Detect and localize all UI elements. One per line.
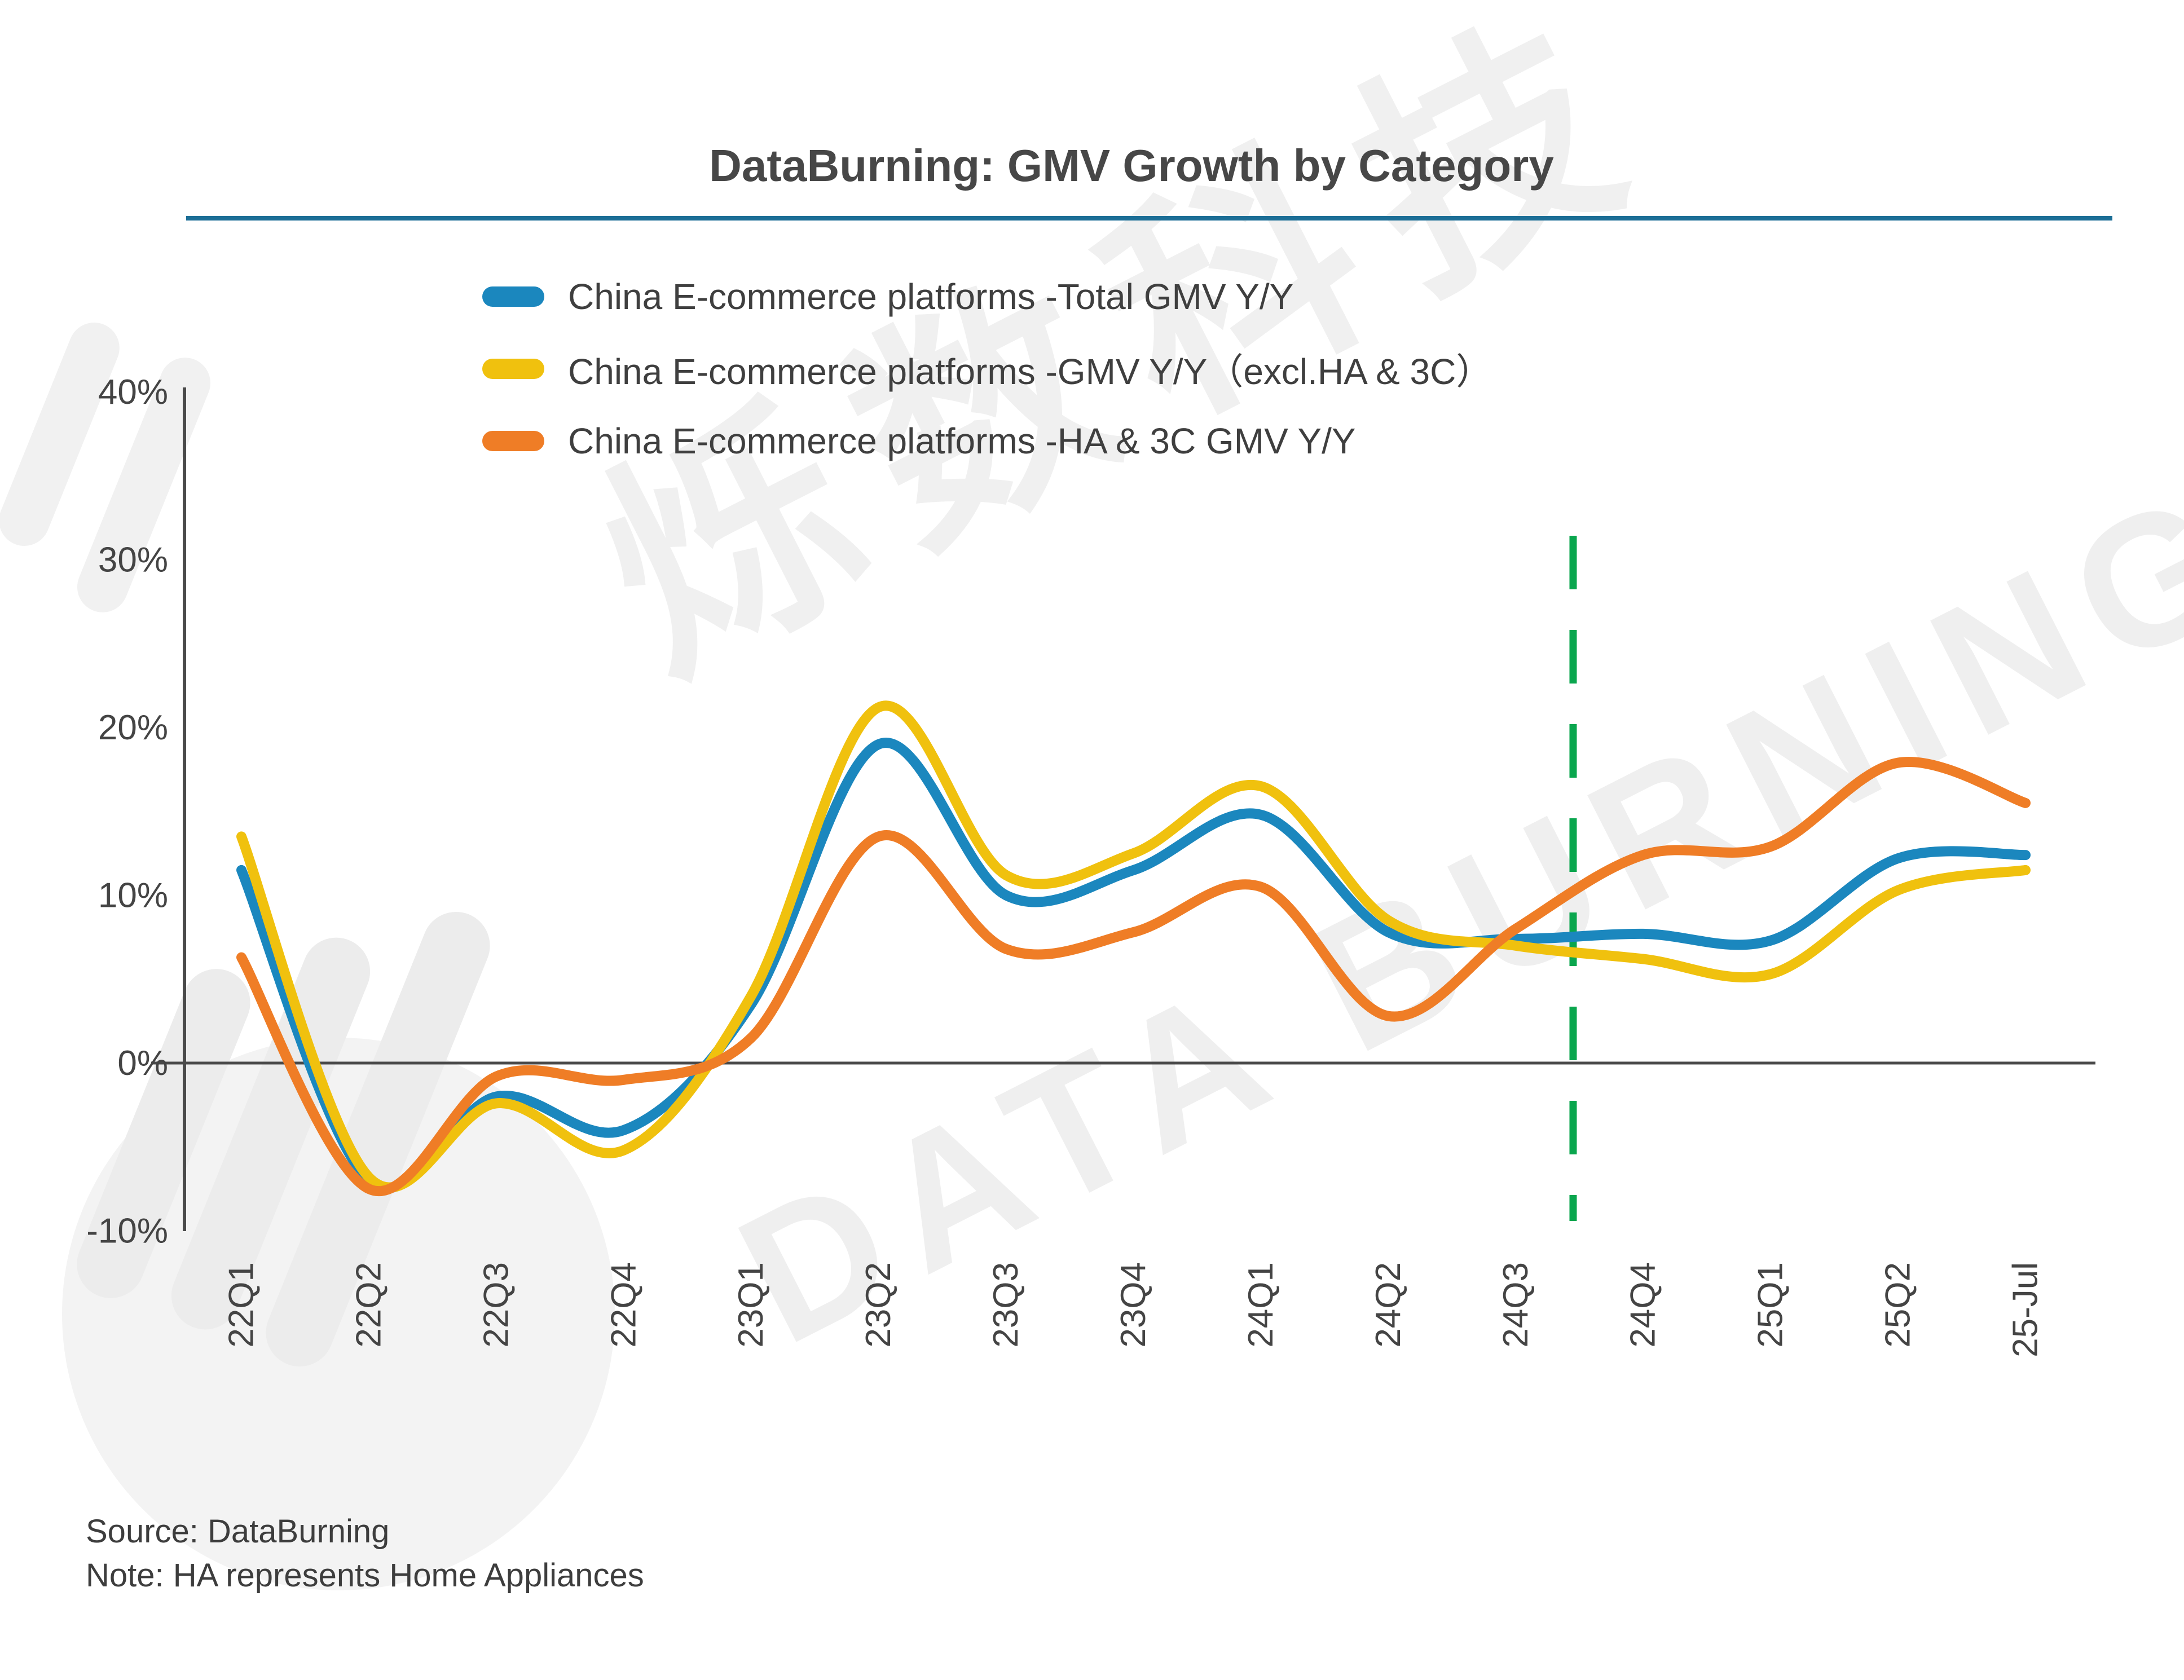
legend-item-gmv-excl-ha-3c: China E-commerce platforms -GMV Y/Y（excl…	[482, 342, 1492, 396]
legend-swatch-total-gmv	[482, 286, 544, 307]
x-tick-label: 23Q1	[732, 1262, 770, 1348]
y-tick-label: 40%	[98, 373, 168, 412]
source-note: Source: DataBurning	[86, 1513, 390, 1550]
x-tick-label: 23Q2	[859, 1262, 898, 1348]
x-tick-label: 24Q1	[1241, 1262, 1280, 1348]
legend-label: China E-commerce platforms -Total GMV Y/…	[568, 276, 1294, 317]
legend-item-ha-3c-gmv: China E-commerce platforms -HA & 3C GMV …	[482, 414, 1492, 468]
x-tick-label: 24Q4	[1624, 1262, 1663, 1348]
page-title: DataBurning: GMV Growth by Category	[709, 140, 1554, 191]
x-tick-label: 24Q3	[1496, 1262, 1535, 1348]
legend-item-total-gmv: China E-commerce platforms -Total GMV Y/…	[482, 270, 1492, 324]
y-tick-label: 30%	[98, 541, 168, 580]
x-tick-label: 22Q3	[477, 1262, 516, 1348]
legend-swatch-gmv-excl-ha-3c	[482, 359, 544, 379]
x-tick-label: 22Q1	[222, 1262, 261, 1348]
x-tick-label: 25Q2	[1879, 1262, 1918, 1348]
series-line-0	[236, 738, 2031, 1193]
x-tick-label: 22Q4	[604, 1262, 643, 1348]
series-line-1	[236, 700, 2031, 1193]
legend-label: China E-commerce platforms -GMV Y/Y（excl…	[568, 351, 1492, 392]
legend-swatch-ha-3c-gmv	[482, 431, 544, 451]
title-underline	[186, 216, 2112, 221]
ha-definition-note: Note: HA represents Home Appliances	[86, 1557, 644, 1594]
x-tick-label: 23Q3	[987, 1262, 1025, 1348]
x-tick-label: 25Q1	[1751, 1262, 1790, 1348]
y-tick-label: 20%	[98, 708, 168, 747]
x-tick-label: 23Q4	[1114, 1262, 1153, 1348]
y-tick-label: 10%	[98, 876, 168, 915]
chart-legend: China E-commerce platforms -Total GMV Y/…	[482, 270, 1492, 486]
y-tick-label: 0%	[117, 1044, 168, 1083]
x-tick-label: 24Q2	[1369, 1262, 1408, 1348]
y-tick-label: -10%	[86, 1212, 168, 1251]
x-tick-label: 22Q2	[349, 1262, 388, 1348]
legend-label: China E-commerce platforms -HA & 3C GMV …	[568, 421, 1356, 461]
series-line-2	[236, 757, 2031, 1196]
x-tick-label: 25-Jul	[2006, 1262, 2045, 1357]
